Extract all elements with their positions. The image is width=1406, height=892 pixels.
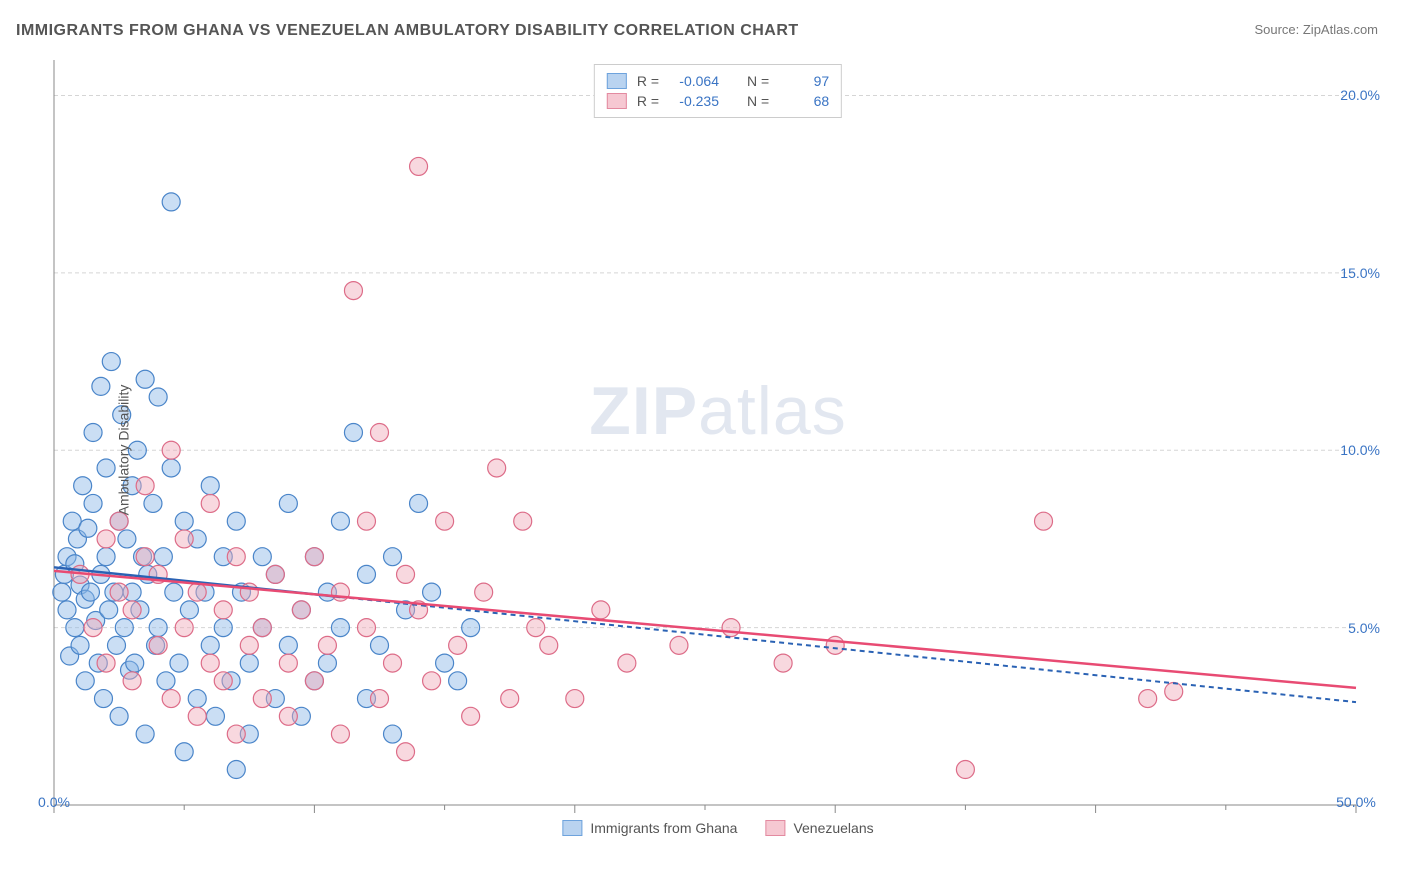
legend-label: Venezuelans <box>793 820 873 836</box>
swatch-venezuelans <box>765 820 785 836</box>
legend-row-ghana: R = -0.064 N = 97 <box>607 71 829 91</box>
chart-title: IMMIGRANTS FROM GHANA VS VENEZUELAN AMBU… <box>16 22 799 40</box>
legend-item-venezuelans: Venezuelans <box>765 820 873 836</box>
y-axis-label: Ambulatory Disability <box>115 385 131 516</box>
series-legend: Immigrants from Ghana Venezuelans <box>562 820 873 836</box>
chart-container: IMMIGRANTS FROM GHANA VS VENEZUELAN AMBU… <box>0 0 1406 892</box>
source-attribution: Source: ZipAtlas.com <box>1254 22 1378 37</box>
legend-label: Immigrants from Ghana <box>590 820 737 836</box>
chart-area: Ambulatory Disability ZIPatlas R = -0.06… <box>48 60 1388 840</box>
y-tick-label: 5.0% <box>1348 620 1380 636</box>
swatch-venezuelans <box>607 93 627 109</box>
swatch-ghana <box>607 73 627 89</box>
y-tick-label: 10.0% <box>1340 442 1380 458</box>
correlation-legend: R = -0.064 N = 97 R = -0.235 N = 68 <box>594 64 842 118</box>
legend-row-venezuelans: R = -0.235 N = 68 <box>607 91 829 111</box>
scatter-plot <box>48 60 1388 840</box>
legend-item-ghana: Immigrants from Ghana <box>562 820 737 836</box>
y-tick-label: 20.0% <box>1340 87 1380 103</box>
x-tick-label: 0.0% <box>38 794 70 810</box>
x-tick-label: 50.0% <box>1336 794 1376 810</box>
swatch-ghana <box>562 820 582 836</box>
y-tick-label: 15.0% <box>1340 265 1380 281</box>
